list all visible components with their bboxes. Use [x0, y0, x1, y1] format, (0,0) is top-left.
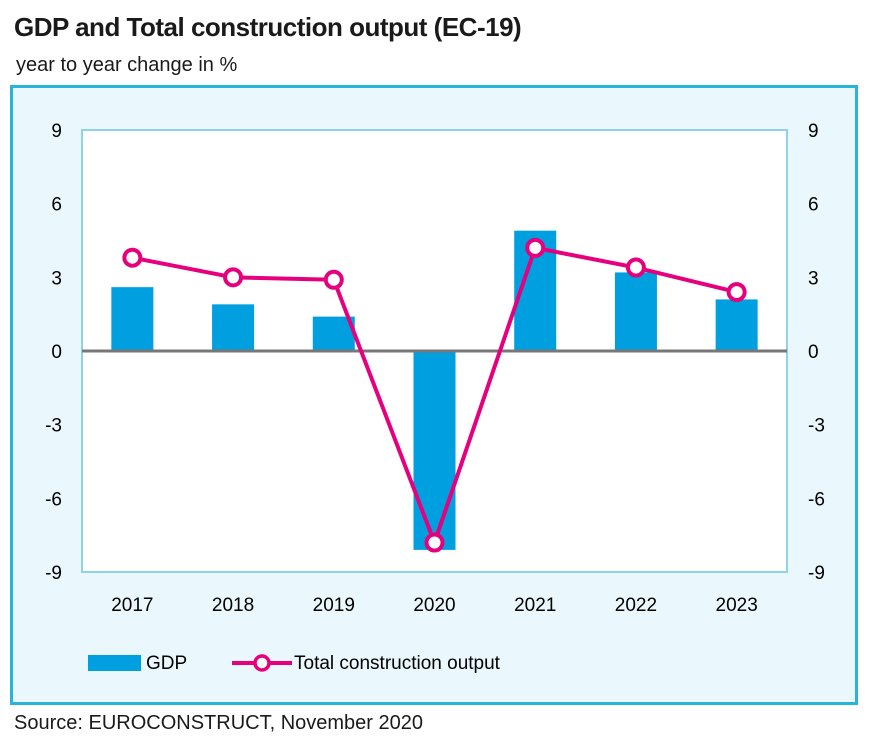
y-tick-right: -3: [808, 416, 825, 437]
y-tick-left: 6: [51, 195, 62, 216]
y-tick-left: 0: [51, 342, 62, 363]
x-tick-2018: 2018: [212, 595, 254, 616]
source-note: Source: EUROCONSTRUCT, November 2020: [14, 712, 424, 734]
y-tick-right: 0: [808, 342, 819, 363]
y-tick-left: -3: [45, 416, 62, 437]
y-tick-left: -6: [45, 489, 62, 510]
construction-marker-2018: [223, 267, 244, 288]
gdp-bar-2019: [312, 316, 355, 351]
construction-marker-2017: [122, 247, 143, 268]
x-tick-2017: 2017: [111, 595, 153, 616]
construction-marker-2020: [424, 532, 445, 553]
construction-marker-2021: [525, 237, 546, 258]
gdp-bar-2023: [715, 299, 758, 351]
y-tick-right: 9: [808, 121, 819, 142]
x-tick-2020: 2020: [413, 595, 455, 616]
y-tick-left: -9: [45, 563, 62, 584]
chart-title: GDP and Total construction output (EC-19…: [14, 12, 522, 42]
x-tick-2023: 2023: [716, 595, 758, 616]
y-tick-right: 6: [808, 195, 819, 216]
construction-marker-2022: [625, 257, 646, 278]
chart-subtitle: year to year change in %: [16, 54, 238, 76]
y-tick-right: -6: [808, 489, 825, 510]
y-tick-left: 3: [51, 268, 62, 289]
x-tick-2021: 2021: [514, 595, 556, 616]
legend-construction-label: Total construction output: [294, 653, 501, 674]
legend-construction-marker: [253, 654, 271, 672]
y-tick-left: 9: [51, 121, 62, 142]
x-tick-2022: 2022: [615, 595, 657, 616]
construction-marker-2023: [726, 282, 747, 303]
y-tick-right: 3: [808, 268, 819, 289]
gdp-bar-2020: [413, 351, 456, 550]
gdp-bar-2018: [212, 304, 255, 351]
construction-marker-2019: [323, 269, 344, 290]
y-tick-right: -9: [808, 563, 825, 584]
x-tick-2019: 2019: [313, 595, 355, 616]
gdp-bar-2017: [111, 287, 154, 351]
legend-gdp-label: GDP: [146, 653, 187, 674]
legend-gdp-swatch: [88, 655, 141, 671]
gdp-bar-2022: [614, 272, 657, 351]
